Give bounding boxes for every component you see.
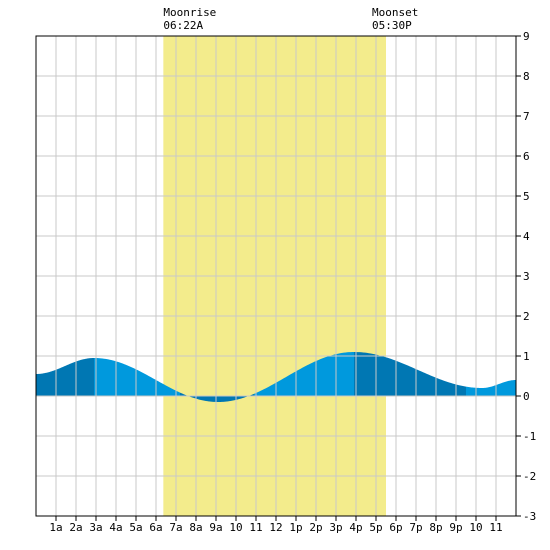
x-tick-label: 8a [189, 521, 202, 534]
y-tick-label: -2 [523, 470, 536, 483]
y-tick-label: -1 [523, 430, 536, 443]
tide-area [36, 352, 516, 402]
x-tick-label: 7a [169, 521, 182, 534]
x-tick-label: 6p [389, 521, 402, 534]
y-tick-label: 1 [523, 350, 530, 363]
moonset-label: Moonset [372, 6, 418, 19]
x-tick-label: 3p [329, 521, 342, 534]
moonrise-time: 06:22A [163, 19, 203, 32]
x-tick-label: 4p [349, 521, 362, 534]
tide-segment [254, 352, 354, 396]
x-tick-label: 7p [409, 521, 422, 534]
x-tick-label: 1a [49, 521, 62, 534]
y-tick-label: 5 [523, 190, 530, 203]
x-tick-label: 11 [489, 521, 502, 534]
x-tick-label: 12 [269, 521, 282, 534]
y-tick-label: 6 [523, 150, 530, 163]
x-tick-label: 2a [69, 521, 82, 534]
x-tick-label: 5a [129, 521, 142, 534]
y-tick-label: -3 [523, 510, 536, 523]
y-tick-label: 8 [523, 70, 530, 83]
x-tick-label: 9a [209, 521, 222, 534]
y-tick-label: 9 [523, 30, 530, 43]
tide-segment [36, 358, 94, 396]
tide-segment [354, 352, 466, 396]
x-tick-label: 5p [369, 521, 382, 534]
tide-segment [466, 380, 516, 396]
x-tick-label: 4a [109, 521, 122, 534]
x-tick-label: 3a [89, 521, 102, 534]
y-axis-ticks: 9 8 7 6 5 4 3 2 1 0 -1 -2 -3 [516, 30, 536, 523]
y-tick-label: 2 [523, 310, 530, 323]
y-tick-label: 4 [523, 230, 530, 243]
y-tick-label: 0 [523, 390, 530, 403]
moonset-time: 05:30P [372, 19, 412, 32]
x-tick-label: 1p [289, 521, 302, 534]
x-tick-label: 2p [309, 521, 322, 534]
y-tick-label: 3 [523, 270, 530, 283]
x-tick-label: 8p [429, 521, 442, 534]
x-tick-label: 10 [229, 521, 242, 534]
x-tick-label: 9p [449, 521, 462, 534]
x-tick-label: 6a [149, 521, 162, 534]
grid-lines [36, 36, 516, 516]
y-tick-label: 7 [523, 110, 530, 123]
x-tick-label: 10 [469, 521, 482, 534]
x-axis-ticks: 1a 2a 3a 4a 5a 6a 7a 8a 9a 10 11 12 1p 2p 3p 4p 5p 6p 7p 8p… [49, 516, 503, 534]
x-tick-label: 11 [249, 521, 262, 534]
moonrise-label: Moonrise [163, 6, 216, 19]
